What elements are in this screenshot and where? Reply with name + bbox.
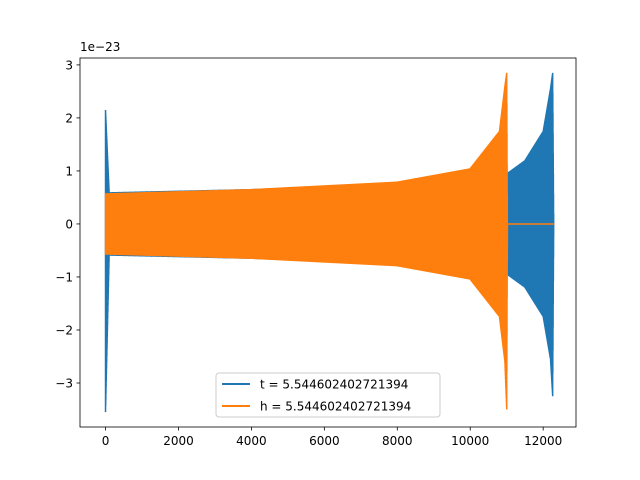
plot-area	[104, 72, 555, 413]
x-tick-label: 10000	[451, 434, 489, 448]
legend-label-h: h = 5.544602402721394	[260, 400, 411, 414]
legend-label-t: t = 5.544602402721394	[260, 378, 408, 392]
y-tick-label: 1	[65, 164, 73, 178]
x-tick-label: 0	[102, 434, 110, 448]
series-h-line	[104, 72, 555, 410]
x-tick-label: 12000	[524, 434, 562, 448]
y-tick-label: 3	[65, 58, 73, 72]
y-tick-label: 2	[65, 111, 73, 125]
y-tick-label: −1	[55, 270, 73, 284]
x-tick-label: 8000	[382, 434, 413, 448]
series-layer	[104, 72, 555, 413]
axes-frame	[79, 57, 577, 428]
y-offset-text: 1e−23	[80, 40, 120, 54]
legend-frame	[215, 372, 441, 418]
x-tick-label: 4000	[236, 434, 267, 448]
axes: 0 2000 4000 6000 8000 10000 12000 −3 −2 −1 0 1 2 3	[55, 57, 577, 448]
y-tick-label: −2	[55, 323, 73, 337]
x-tick-label: 2000	[163, 434, 194, 448]
legend: t = 5.544602402721394 h = 5.544602402721…	[215, 372, 441, 418]
y-tick-label: −3	[55, 376, 73, 390]
x-tick-label: 6000	[309, 434, 340, 448]
y-tick-label: 0	[65, 217, 73, 231]
